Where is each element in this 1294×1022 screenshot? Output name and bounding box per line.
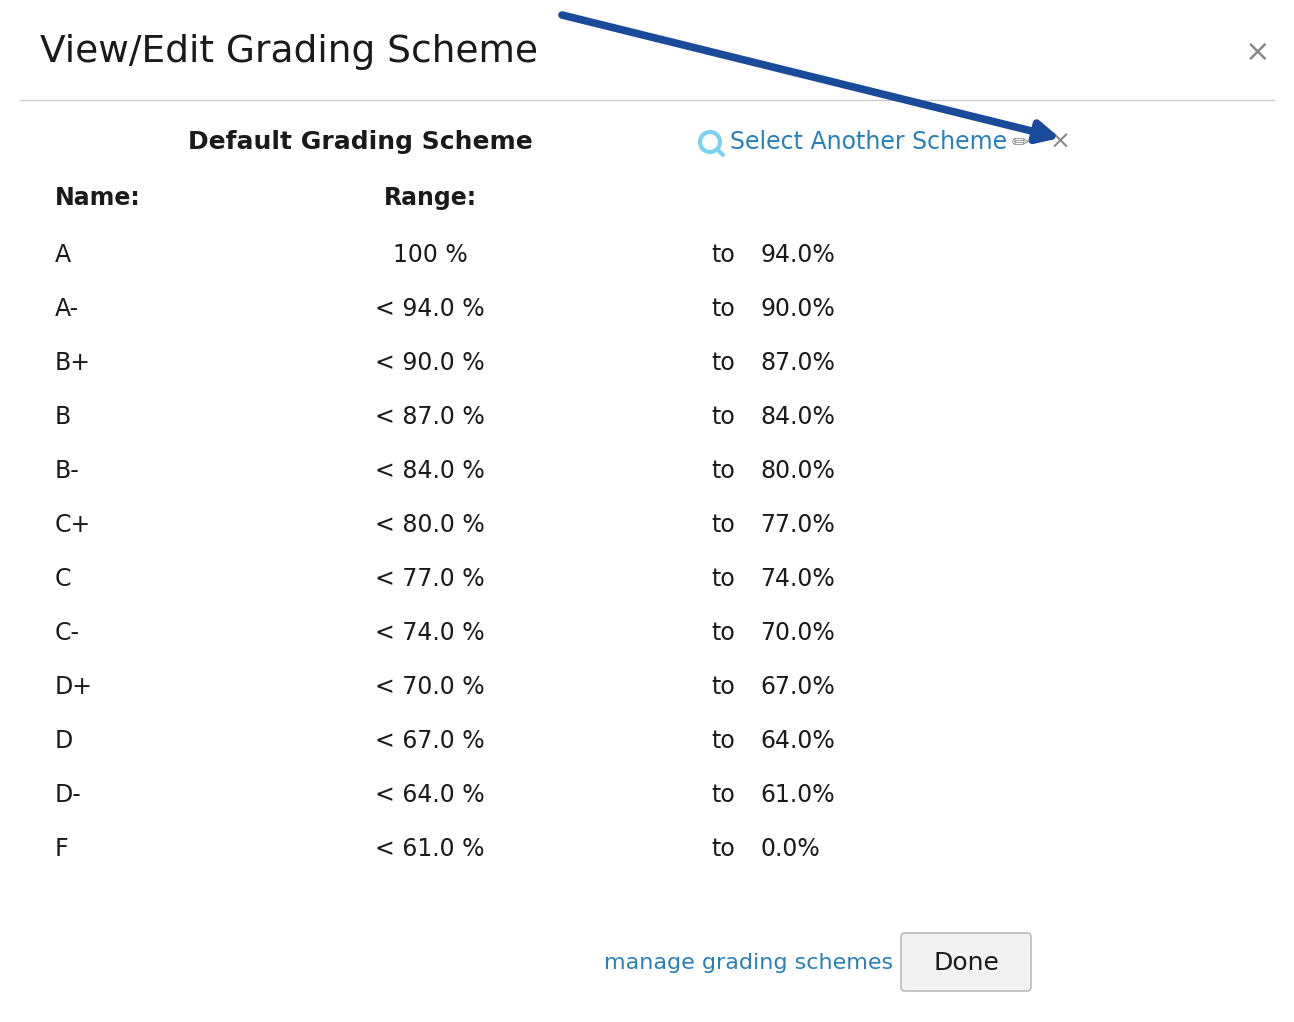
Text: B-: B- [56,459,80,483]
FancyBboxPatch shape [901,933,1031,991]
Text: < 84.0 %: < 84.0 % [375,459,485,483]
Text: C-: C- [56,621,80,645]
Text: D: D [56,729,74,753]
Text: B+: B+ [56,351,91,375]
Text: C+: C+ [56,513,92,537]
Text: ✏: ✏ [1011,132,1029,152]
Text: 64.0%: 64.0% [760,729,835,753]
Text: Done: Done [933,951,999,975]
Text: < 74.0 %: < 74.0 % [375,621,485,645]
Text: 70.0%: 70.0% [760,621,835,645]
Text: to: to [712,675,735,699]
Text: 0.0%: 0.0% [760,837,820,861]
Text: Select Another Scheme: Select Another Scheme [730,130,1007,154]
Text: to: to [712,837,735,861]
Text: D+: D+ [56,675,93,699]
Text: 87.0%: 87.0% [760,351,835,375]
Text: ×: × [1049,130,1070,154]
Text: < 90.0 %: < 90.0 % [375,351,485,375]
Text: < 94.0 %: < 94.0 % [375,297,485,321]
Text: < 80.0 %: < 80.0 % [375,513,485,537]
Text: C: C [56,567,71,591]
Text: to: to [712,297,735,321]
Text: D-: D- [56,783,82,807]
Text: < 61.0 %: < 61.0 % [375,837,485,861]
Text: to: to [712,513,735,537]
Text: 90.0%: 90.0% [760,297,835,321]
Text: F: F [56,837,69,861]
Text: A: A [56,243,71,267]
Text: to: to [712,351,735,375]
Text: 94.0%: 94.0% [760,243,835,267]
Text: Default Grading Scheme: Default Grading Scheme [188,130,532,154]
Text: to: to [712,567,735,591]
Text: 84.0%: 84.0% [760,405,835,429]
Text: < 64.0 %: < 64.0 % [375,783,485,807]
Text: to: to [712,243,735,267]
Text: Name:: Name: [56,186,141,210]
Text: 74.0%: 74.0% [760,567,835,591]
Text: < 67.0 %: < 67.0 % [375,729,485,753]
Text: to: to [712,459,735,483]
Text: 100 %: 100 % [392,243,467,267]
Text: < 70.0 %: < 70.0 % [375,675,485,699]
Text: to: to [712,621,735,645]
Text: < 77.0 %: < 77.0 % [375,567,485,591]
Text: to: to [712,405,735,429]
Text: manage grading schemes: manage grading schemes [604,953,893,973]
Text: < 87.0 %: < 87.0 % [375,405,485,429]
Text: ×: × [1245,38,1271,66]
Text: 61.0%: 61.0% [760,783,835,807]
Text: 77.0%: 77.0% [760,513,835,537]
Text: View/Edit Grading Scheme: View/Edit Grading Scheme [40,34,538,69]
Text: to: to [712,729,735,753]
Text: B: B [56,405,71,429]
Text: Range:: Range: [383,186,476,210]
Text: A-: A- [56,297,79,321]
Text: to: to [712,783,735,807]
Text: 80.0%: 80.0% [760,459,835,483]
Text: 67.0%: 67.0% [760,675,835,699]
